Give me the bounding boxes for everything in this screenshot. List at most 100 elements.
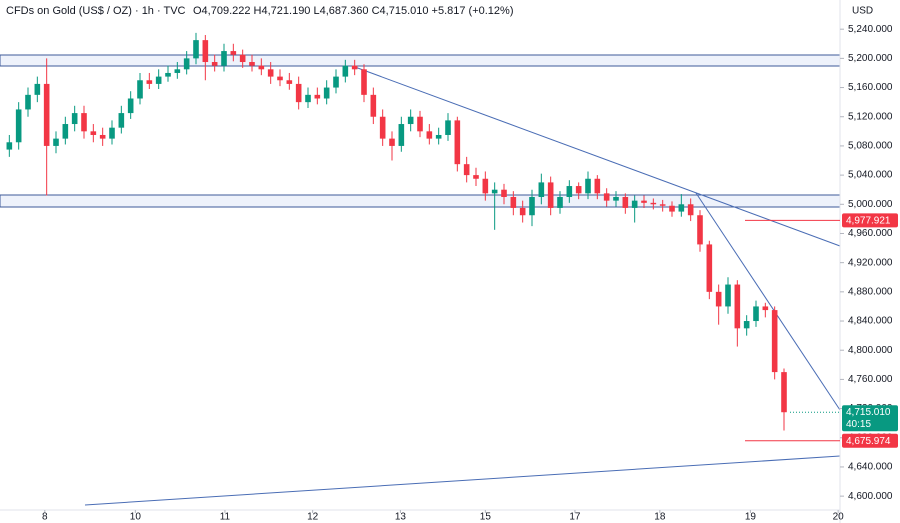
candle-body <box>613 196 619 201</box>
y-tick-label: 4,960.000 <box>848 228 893 239</box>
y-tick-label: 5,040.000 <box>848 170 893 181</box>
candle-body <box>342 65 349 77</box>
candle-body <box>631 200 638 208</box>
plot-area <box>6 32 787 431</box>
candle-body <box>771 310 778 373</box>
y-tick-label: 5,200.000 <box>848 53 893 64</box>
candle-body <box>510 196 517 208</box>
trend-line <box>84 455 841 506</box>
x-tick-label: 18 <box>654 512 666 523</box>
price-label: 4,977.921 <box>846 216 891 227</box>
candle-body <box>137 80 143 99</box>
y-axis-unit: USD <box>852 6 873 17</box>
candle-body <box>109 127 115 139</box>
candle-body <box>221 51 227 66</box>
candle-body <box>15 109 22 143</box>
price-label: 4,675.974 <box>846 436 891 447</box>
candle-body <box>202 40 209 63</box>
candle-body <box>379 116 386 139</box>
countdown-label: 40:15 <box>846 419 871 430</box>
y-tick-label: 4,760.000 <box>848 374 893 385</box>
candle-body <box>519 207 526 216</box>
candle-body <box>305 94 311 103</box>
x-tick-label: 8 <box>42 512 48 523</box>
candle-body <box>463 164 470 176</box>
candle-body <box>174 69 181 73</box>
last-price-box <box>842 405 898 432</box>
candle-body <box>258 65 265 70</box>
candle-body <box>34 83 41 95</box>
x-tick-label: 11 <box>220 512 231 523</box>
y-tick-label: 4,840.000 <box>848 316 893 327</box>
y-tick-label: 4,640.000 <box>848 462 893 473</box>
candle-body <box>501 189 507 197</box>
candle-body <box>697 215 703 245</box>
y-tick-label: 4,880.000 <box>848 286 893 297</box>
candle-body <box>230 51 237 55</box>
candle-body <box>277 76 283 81</box>
candle-body <box>426 131 433 139</box>
candle-body <box>659 204 666 206</box>
candle-body <box>781 372 787 413</box>
candle-body <box>762 306 769 311</box>
candle-body <box>473 175 479 179</box>
candle-body <box>53 138 59 146</box>
candle-body <box>249 62 255 66</box>
candle-body <box>295 83 302 103</box>
candle-body <box>725 284 731 307</box>
chart-title: CFDs on Gold (US$ / OZ) · 1h · TVC <box>6 5 186 17</box>
candle-body <box>118 113 125 128</box>
candle-body <box>398 124 405 146</box>
candle-body <box>99 134 106 139</box>
trend-line <box>354 66 841 247</box>
candle-body <box>557 196 563 208</box>
candle-body <box>90 131 97 135</box>
x-tick-label: 13 <box>395 512 407 523</box>
candle-body <box>62 124 69 139</box>
candle-body <box>146 80 153 84</box>
candle-body <box>323 87 330 99</box>
y-tick-label: 5,080.000 <box>848 141 893 152</box>
candle-body <box>6 142 13 150</box>
resistance-zone <box>0 54 841 67</box>
candle-body <box>183 58 190 70</box>
candle-body <box>81 113 87 132</box>
y-tick-label: 4,920.000 <box>848 257 893 268</box>
y-tick-label: 4,600.000 <box>848 491 893 502</box>
candle-body <box>370 94 377 117</box>
candle-body <box>650 202 657 205</box>
candle-body <box>547 182 554 208</box>
candle-body <box>71 113 78 125</box>
candle-body <box>706 244 713 292</box>
candle-body <box>753 306 759 322</box>
last-price-label: 4,715.010 <box>846 407 891 418</box>
candle-body <box>491 189 498 194</box>
candle-body <box>286 80 293 84</box>
support-zone <box>0 194 841 208</box>
candle-body <box>622 196 629 208</box>
candle-body <box>743 321 750 329</box>
candle-body <box>361 69 367 95</box>
candle-body <box>585 178 591 194</box>
candle-body <box>529 196 535 216</box>
candle-body <box>482 178 489 194</box>
x-tick-label: 19 <box>745 512 757 523</box>
candle-body <box>445 120 451 135</box>
candle-body <box>25 94 31 110</box>
x-tick-label: 10 <box>130 512 142 523</box>
x-tick-label: 15 <box>480 512 492 523</box>
x-tick-label: 17 <box>569 512 581 523</box>
x-tick-label: 20 <box>833 512 845 523</box>
candle-body <box>417 116 423 132</box>
candle-body <box>594 178 601 194</box>
candle-body <box>267 69 274 77</box>
candle-body <box>734 284 741 329</box>
price-label-box <box>842 433 898 448</box>
y-tick-label: 5,000.000 <box>848 199 893 210</box>
x-tick-label: 12 <box>307 512 319 523</box>
candle-body <box>211 62 218 66</box>
candle-body <box>678 204 685 212</box>
candle-body <box>715 291 722 307</box>
